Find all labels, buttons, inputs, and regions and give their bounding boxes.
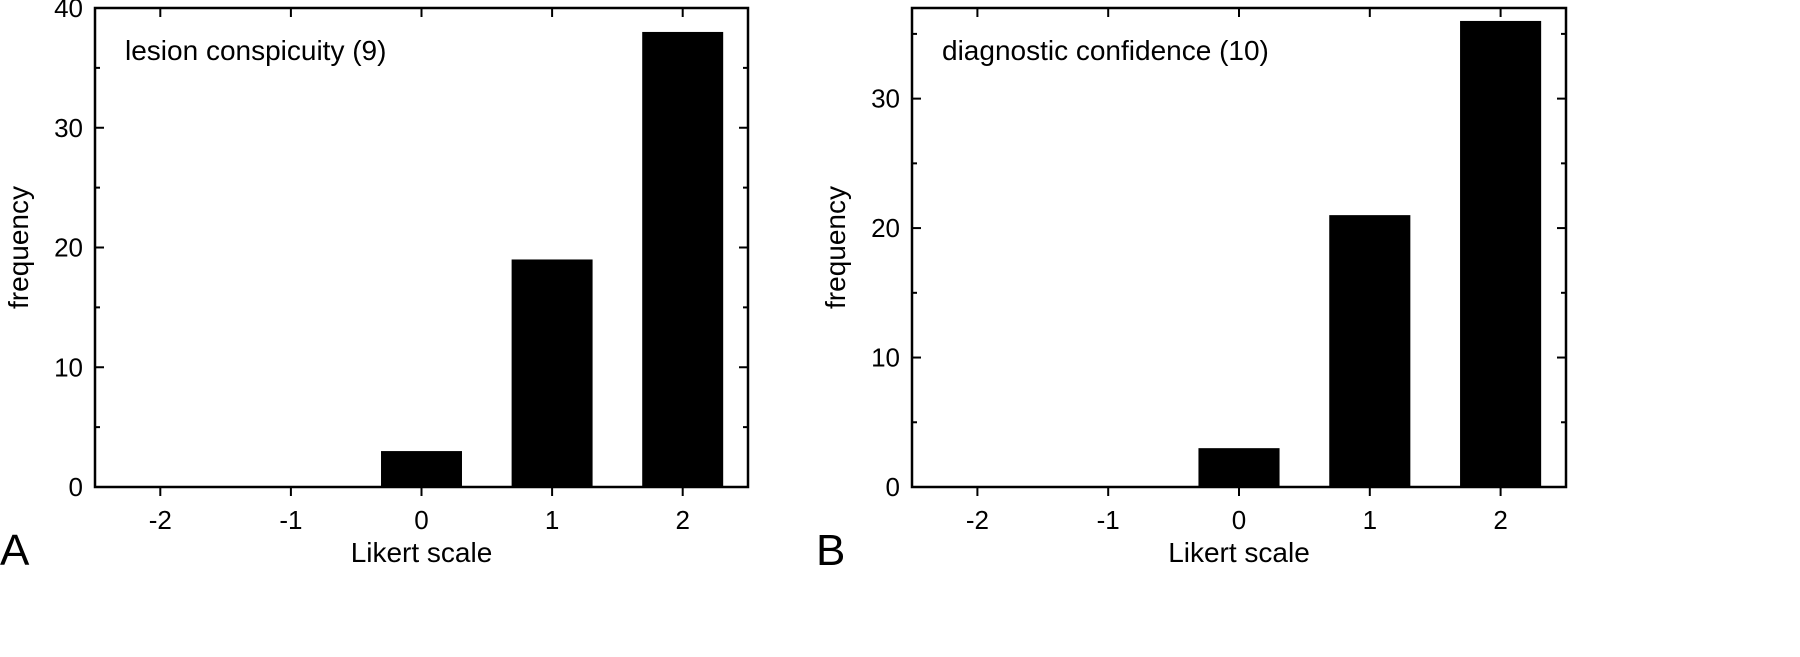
y-tick-label: 30 bbox=[871, 84, 900, 114]
bar bbox=[642, 31, 724, 487]
bar bbox=[381, 451, 462, 487]
x-tick-label: 2 bbox=[1493, 505, 1507, 535]
bar bbox=[1198, 448, 1280, 487]
x-tick-label: 2 bbox=[675, 505, 689, 535]
y-tick-label: 10 bbox=[54, 352, 83, 382]
bar bbox=[1460, 20, 1542, 487]
y-tick-label: 10 bbox=[871, 343, 900, 373]
x-tick-label: -2 bbox=[149, 505, 172, 535]
y-tick-label: 30 bbox=[54, 113, 83, 143]
panel-letter: A bbox=[0, 526, 30, 575]
x-axis-label: Likert scale bbox=[1168, 537, 1310, 568]
panel-letter: B bbox=[816, 526, 845, 575]
bar bbox=[1329, 215, 1411, 487]
x-axis-label: Likert scale bbox=[351, 537, 493, 568]
x-tick-label: 1 bbox=[545, 505, 559, 535]
chart-title: diagnostic confidence (10) bbox=[942, 35, 1269, 66]
x-tick-label: 1 bbox=[1363, 505, 1377, 535]
chart-title: lesion conspicuity (9) bbox=[125, 35, 386, 66]
x-tick-label: -1 bbox=[1097, 505, 1120, 535]
x-tick-label: 0 bbox=[414, 505, 428, 535]
y-axis-label: frequency bbox=[820, 186, 851, 309]
bar bbox=[511, 259, 593, 487]
y-tick-label: 40 bbox=[54, 0, 83, 23]
y-axis-label: frequency bbox=[3, 186, 34, 309]
x-tick-label: 0 bbox=[1232, 505, 1246, 535]
y-tick-label: 0 bbox=[69, 472, 83, 502]
y-tick-label: 0 bbox=[886, 472, 900, 502]
x-tick-label: -2 bbox=[966, 505, 989, 535]
y-tick-label: 20 bbox=[871, 213, 900, 243]
x-tick-label: -1 bbox=[279, 505, 302, 535]
y-tick-label: 20 bbox=[54, 233, 83, 263]
